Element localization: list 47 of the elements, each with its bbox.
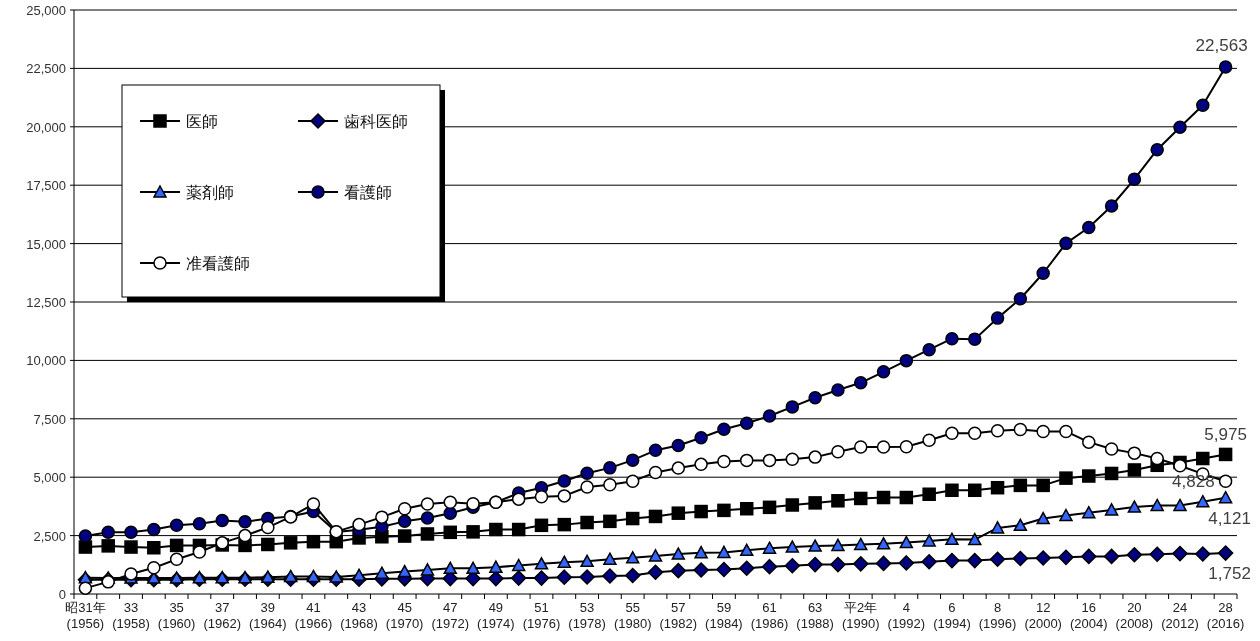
x-tick-label: 37 (1962) xyxy=(203,600,242,631)
x-tick-label: 16 (2004) xyxy=(1069,600,1108,631)
x-tick-label: 24 (2012) xyxy=(1161,600,1199,631)
legend-label: 准看護師 xyxy=(186,255,250,272)
y-tick-label: 10,000 xyxy=(26,353,66,369)
x-tick-label: 51 (1976) xyxy=(522,600,561,631)
legend-label: 医師 xyxy=(186,113,218,130)
x-tick-label: 平2年 (1990) xyxy=(841,600,880,631)
legend-label: 看護師 xyxy=(344,184,392,201)
x-tick-label: 61 (1986) xyxy=(750,600,789,631)
y-tick-label: 15,000 xyxy=(26,236,66,252)
x-tick-label: 6 (1994) xyxy=(933,600,971,631)
y-tick-label: 22,500 xyxy=(26,61,66,77)
data-label: 1,752 xyxy=(1208,564,1251,584)
y-tick-label: 7,500 xyxy=(33,411,66,427)
y-tick-label: 5,000 xyxy=(33,470,66,486)
data-label: 22,563 xyxy=(1195,35,1248,55)
data-label: 5,975 xyxy=(1204,425,1247,445)
x-tick-label: 8 (1996) xyxy=(978,600,1017,631)
y-tick-label: 20,000 xyxy=(26,119,66,135)
x-tick-label: 昭31年 (1956) xyxy=(65,600,106,631)
x-tick-label: 12 (2000) xyxy=(1024,600,1062,631)
x-tick-label: 20 (2008) xyxy=(1115,600,1154,631)
y-tick-label: 12,500 xyxy=(26,295,66,310)
x-tick-label: 28 (2016) xyxy=(1206,600,1245,631)
data-label: 4,828 xyxy=(1172,472,1215,492)
x-tick-label: 47 (1972) xyxy=(431,600,470,631)
x-tick-label: 49 (1974) xyxy=(477,600,515,631)
x-tick-label: 43 (1968) xyxy=(340,600,378,631)
x-tick-label: 45 (1970) xyxy=(385,600,424,631)
x-tick-label: 39 (1964) xyxy=(249,600,287,631)
x-tick-label: 63 (1988) xyxy=(796,600,834,631)
x-tick-label: 57 (1982) xyxy=(659,600,698,631)
x-tick-label: 41 (1966) xyxy=(294,600,333,631)
x-tick-label: 59 (1984) xyxy=(705,600,743,631)
x-tick-label: 33 (1958) xyxy=(112,600,150,631)
x-tick-label: 35 (1960) xyxy=(157,600,196,631)
y-tick-label: 17,500 xyxy=(26,178,66,194)
legend-label: 歯科医師 xyxy=(344,113,408,130)
x-tick-label: 53 (1978) xyxy=(568,600,606,631)
y-tick-label: 0 xyxy=(58,587,66,602)
x-tick-label: 55 (1980) xyxy=(613,600,652,631)
x-tick-label: 4 (1992) xyxy=(887,600,926,631)
legend-label: 薬剤師 xyxy=(186,184,234,201)
y-tick-label: 2,500 xyxy=(33,528,66,544)
y-tick-label: 25,000 xyxy=(26,3,66,18)
data-label: 4,121 xyxy=(1208,508,1251,528)
